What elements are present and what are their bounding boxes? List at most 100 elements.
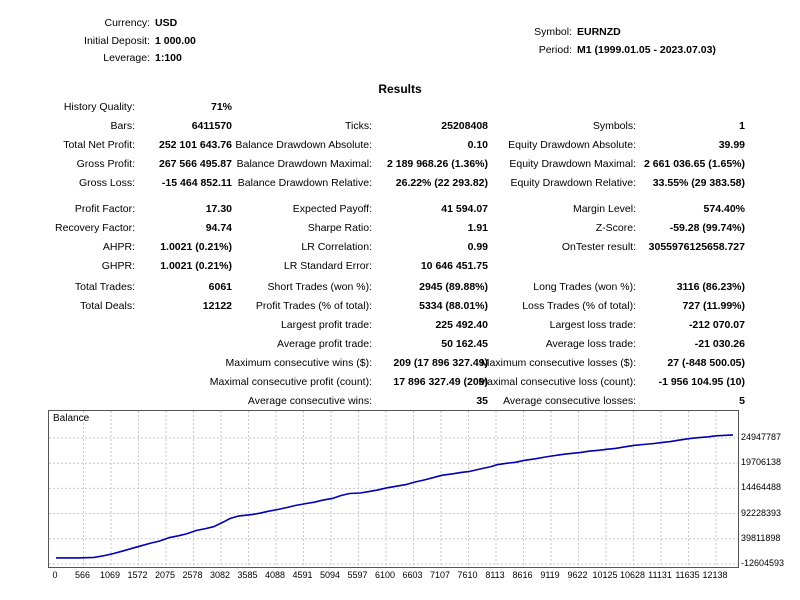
stat-value: 17 896 327.49 (209) [393,376,488,388]
stat-label: LR Correlation: [301,241,372,253]
stat-value: 1.91 [467,222,488,234]
stat-value: 26.22% (22 293.82) [395,177,488,189]
info-label: Period: [538,44,572,56]
x-tick-label: 0 [52,570,58,580]
info-label: Symbol: [534,26,572,38]
x-tick-label: 8113 [485,570,505,580]
stat-value: 71% [210,101,232,113]
stat-label: Average loss trade: [545,338,636,350]
stat-value: 225 492.40 [435,319,488,331]
stat-value: 0.99 [467,241,488,253]
x-tick-label: 5597 [347,570,368,580]
x-tick-label: 4088 [264,570,286,580]
balance-chart-plot [49,411,738,567]
stat-label: Total Net Profit: [63,139,135,151]
stat-label: GHPR: [101,260,135,272]
stat-value: 12122 [202,300,232,312]
stat-label: Recovery Factor: [55,222,135,234]
info-value: USD [155,17,178,29]
stat-label: Margin Level: [572,203,636,215]
info-value: M1 (1999.01.05 - 2023.07.03) [577,44,716,56]
stat-label: LR Standard Error: [283,260,372,272]
y-tick-label: 24947787 [741,432,782,442]
stat-value: 3116 (86.23%) [676,281,745,293]
x-tick-label: 9119 [540,570,560,580]
stat-value: 50 162.45 [441,338,488,350]
stat-value: 41 594.07 [441,203,488,215]
stat-value: 209 (17 896 327.49) [393,357,488,369]
stat-label: Expected Payoff: [292,203,372,215]
x-tick-label: 12138 [702,570,728,580]
stat-value: -1 956 104.95 (10) [658,376,745,388]
info-label: Leverage: [103,52,150,64]
info-value: EURNZD [577,26,621,38]
stat-value: 39.99 [718,139,745,151]
stat-label: AHPR: [102,241,135,253]
stat-label: History Quality: [63,101,135,113]
stat-value: 1 [739,120,745,132]
stat-value: 6411570 [191,120,232,132]
balance-line [56,434,734,559]
stat-label: Average consecutive losses: [503,395,636,407]
stat-label: Average profit trade: [277,338,372,350]
stat-label: Equity Drawdown Maximal: [509,158,636,170]
stat-label: Equity Drawdown Relative: [510,177,636,189]
info-label: Initial Deposit: [84,35,150,47]
stat-label: Profit Factor: [74,203,135,215]
stat-label: Total Trades: [74,281,135,293]
x-tick-label: 566 [74,570,91,580]
stat-label: Gross Loss: [78,177,135,189]
x-tick-label: 10628 [619,570,646,580]
x-tick-label: 7610 [457,570,478,580]
y-tick-label: 39811898 [741,532,781,543]
stat-label: Average consecutive wins: [247,395,372,407]
stat-label: Equity Drawdown Absolute: [508,139,636,151]
stat-value: 252 101 643.76 [159,139,232,151]
stat-value: 6061 [208,281,232,293]
stat-label: Z-Score: [595,222,636,234]
stat-label: OnTester result: [561,241,636,253]
stat-value: 1.0021 (0.21%) [160,241,232,253]
stat-label: Largest profit trade: [280,319,372,331]
x-tick-label: 11635 [675,570,700,580]
stat-value: -59.28 (99.74%) [669,222,745,234]
stat-value: 2 189 968.26 (1.36%) [387,158,488,170]
stat-value: 17.30 [205,203,232,215]
stat-label: Maximum consecutive wins ($): [225,357,372,369]
x-tick-label: 6100 [374,570,396,580]
stat-label: Ticks: [344,120,372,132]
x-tick-label: 8616 [512,570,533,580]
x-tick-label: 11131 [648,570,672,580]
x-tick-label: 1572 [127,570,148,580]
stat-label: Loss Trades (% of total): [522,300,636,312]
balance-chart: Balance [48,410,739,568]
stat-label: Largest loss trade: [549,319,636,331]
stat-label: Balance Drawdown Absolute: [235,139,372,151]
stat-label: Profit Trades (% of total): [255,300,372,312]
stat-value: 2945 (89.88%) [419,281,488,293]
x-tick-label: 4591 [292,570,313,580]
stat-value: 35 [476,395,488,407]
y-tick-label: -12604593 [741,558,785,568]
stat-label: Maximal consecutive profit (count): [209,376,372,388]
stat-value: 94.74 [205,222,232,234]
y-tick-label: 92228393 [741,507,782,518]
stat-label: Balance Drawdown Relative: [237,177,372,189]
stat-label: Maximal consecutive loss (count): [478,376,636,388]
stat-value: -21 030.26 [694,338,745,350]
y-tick-label: 14464488 [741,482,782,493]
x-tick-label: 2578 [182,570,203,580]
x-tick-label: 7107 [429,570,451,580]
info-value: 1:100 [155,52,182,64]
stat-value: 33.55% (29 383.58) [652,177,745,189]
stat-value: 0.10 [467,139,488,151]
stat-value: 267 566 495.87 [159,158,232,170]
stat-value: 727 (11.99%) [682,300,745,312]
stat-label: Sharpe Ratio: [307,222,372,234]
stat-value: -15 464 852.11 [161,177,232,189]
stat-label: Short Trades (won %): [267,281,372,293]
stat-value: 574.40% [703,203,745,215]
stat-value: 3055976125658.727 [648,241,745,253]
stat-label: Symbols: [592,120,636,132]
x-tick-label: 2075 [154,570,176,580]
